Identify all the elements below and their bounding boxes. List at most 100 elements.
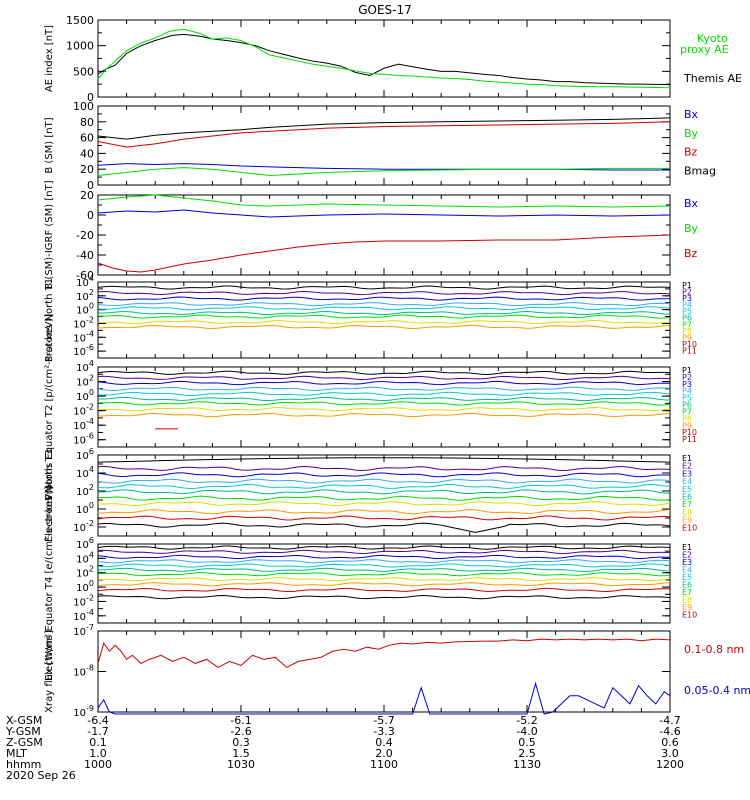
- legend-label: P5: [682, 394, 692, 403]
- legend-label: E10: [682, 611, 697, 620]
- x-tick-label: -6.1: [230, 714, 251, 727]
- y-tick-label: 100: [76, 579, 94, 594]
- series-line-bsm-0: [97, 117, 671, 140]
- legend-label: E3: [682, 469, 692, 478]
- legend-label: P3: [682, 380, 692, 389]
- legend-label: E3: [682, 558, 692, 567]
- legend-label: P4: [682, 387, 692, 396]
- series-line-electrons-north-5: [97, 489, 671, 495]
- y-tick-exponent: 2: [89, 565, 94, 574]
- y-tick-exponent: -4: [86, 417, 94, 426]
- panel-frame-protons-equator: [97, 366, 671, 448]
- y-tick-label: 40: [80, 147, 94, 160]
- x-axis-row-label: Y-GSM: [5, 725, 41, 738]
- x-tick-label: -3.3: [373, 725, 394, 738]
- y-tick-label: 0: [87, 91, 94, 104]
- y-tick-label: 106: [76, 447, 94, 462]
- legend-label: P5: [682, 307, 692, 316]
- y-tick-label: 1000: [66, 40, 94, 53]
- x-tick-label: 3.0: [661, 747, 679, 760]
- panel-frame-bsm: [97, 105, 671, 186]
- y-tick-label: 104: [76, 465, 94, 480]
- series-line-electrons-north-10: [97, 522, 671, 533]
- panel-frame-xray: [97, 630, 671, 713]
- x-tick-label: 1030: [227, 758, 255, 771]
- series-line-bigrf-1: [97, 209, 671, 218]
- y-tick-label: -40: [76, 249, 94, 262]
- series-line-protons-equator-3: [97, 386, 671, 391]
- y-tick-label: -20: [76, 229, 94, 242]
- y-tick-label: 80: [80, 116, 94, 129]
- y-tick-exponent: 4: [89, 274, 94, 283]
- series-line-protons-north-3: [97, 302, 671, 307]
- x-tick-label: 0.4: [375, 736, 393, 749]
- series-line-protons-equator-1: [97, 375, 671, 381]
- series-line-electrons-north-0: [97, 457, 671, 463]
- legend-label: P3: [682, 294, 692, 303]
- y-tick-exponent: 2: [89, 288, 94, 297]
- legend-label: Bx: [684, 108, 699, 121]
- y-tick-exponent: 2: [89, 483, 94, 492]
- y-tick-label: 0: [87, 179, 94, 192]
- y-tick-exponent: 4: [89, 359, 94, 368]
- series-line-protons-north-2: [97, 296, 671, 301]
- y-tick-exponent: -2: [86, 315, 94, 324]
- series-line-electrons-equator-10: [97, 595, 671, 600]
- series-line-electrons-equator-0: [97, 545, 671, 550]
- x-tick-label: 1200: [656, 758, 684, 771]
- date-label: 2020 Sep 26: [6, 769, 76, 782]
- x-tick-label: 0.5: [518, 736, 536, 749]
- legend-label: 0.05-0.4 nm: [684, 684, 750, 697]
- x-tick-label: -4.7: [659, 714, 680, 727]
- x-tick-label: 0.1: [89, 736, 107, 749]
- series-line-electrons-equator-5: [97, 567, 671, 572]
- series-line-electrons-equator-3: [97, 559, 671, 564]
- series-line-xray-0: [97, 638, 671, 669]
- y-tick-label: 106: [76, 536, 94, 551]
- y-tick-label: 10-4: [73, 417, 94, 432]
- x-tick-label: 1.0: [89, 747, 107, 760]
- y-axis-label: Protons North T1: [44, 278, 55, 362]
- y-tick-exponent: 6: [89, 447, 94, 456]
- series-line-bsm-3: [97, 167, 670, 177]
- legend-label: proxy AE: [680, 43, 729, 56]
- x-axis-row-label: hhmm: [6, 758, 41, 771]
- y-axis-label: B (SM)-IGRF (SM) [nT]: [44, 180, 55, 289]
- series-line-bsm-1: [97, 121, 671, 148]
- series-line-protons-equator-8: [97, 412, 671, 418]
- y-tick-label: 20: [80, 163, 94, 176]
- y-tick-label: 10-2: [73, 593, 94, 608]
- y-tick-label: 60: [80, 132, 94, 145]
- y-tick-exponent: 4: [89, 465, 94, 474]
- y-tick-label: 20: [80, 189, 94, 202]
- series-line-electrons-north-7: [97, 501, 671, 507]
- legend-label: E4: [682, 477, 692, 486]
- y-axis-label: AE index [nT]: [44, 25, 55, 92]
- legend-label: P2: [682, 288, 692, 297]
- series-line-electrons-north-8: [97, 509, 671, 515]
- y-tick-exponent: 6: [89, 536, 94, 545]
- y-axis-label: Xray flux [W/m²]: [44, 630, 55, 713]
- y-tick-label: 10-4: [73, 608, 94, 623]
- legend-label: P6: [682, 314, 692, 323]
- legend-label: P7: [682, 320, 692, 329]
- series-line-electrons-equator-9: [97, 587, 671, 593]
- y-tick-exponent: 2: [89, 374, 94, 383]
- y-tick-label: 100: [76, 388, 94, 403]
- series-line-xray-1: [97, 681, 671, 715]
- x-axis-row-label: X-GSM: [6, 714, 42, 727]
- y-tick-label: 10-2: [73, 315, 94, 330]
- y-tick-label: 102: [76, 374, 94, 389]
- x-tick-label: 1100: [370, 758, 398, 771]
- series-line-protons-north-0: [97, 285, 671, 290]
- legend-label: P9: [682, 421, 692, 430]
- x-tick-label: -1.7: [87, 725, 108, 738]
- legend-label: P1: [682, 366, 692, 375]
- x-tick-label: -5.7: [373, 714, 394, 727]
- y-tick-label: 104: [76, 359, 94, 374]
- y-tick-label: 102: [76, 483, 94, 498]
- x-tick-label: 2.5: [518, 747, 536, 760]
- legend-label: E9: [682, 516, 692, 525]
- legend-label: E1: [682, 543, 692, 552]
- y-tick-label: 100: [73, 100, 94, 113]
